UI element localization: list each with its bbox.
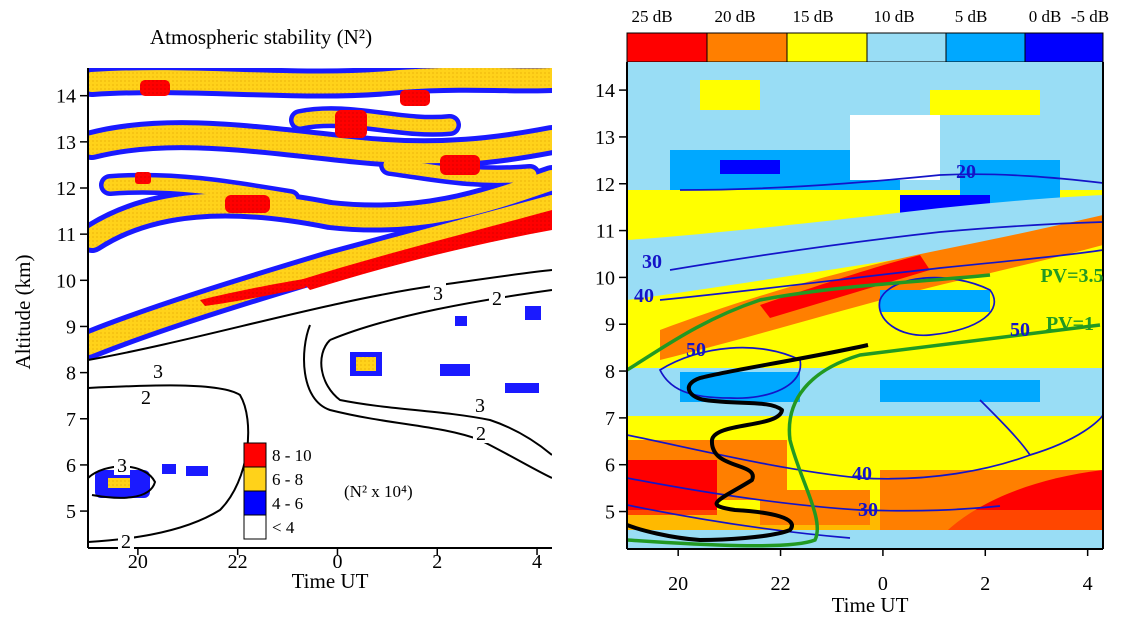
x-tick-label: 20 xyxy=(128,551,148,573)
y-tick-label: 13 xyxy=(56,132,76,154)
x-tick-label: 0 xyxy=(878,573,888,595)
y-axis-label: Altitude (km) xyxy=(11,255,35,370)
y-tick-label: 6 xyxy=(66,455,76,477)
colorbar: 25 dB 20 dB 15 dB 10 dB 5 dB 0 dB -5 dB xyxy=(626,7,1109,63)
legend-label-4-6: 4 - 6 xyxy=(272,494,303,513)
contour-label: PV=3.5 xyxy=(1040,265,1103,287)
contour-label: 40 xyxy=(852,463,872,485)
legend-units: (N² x 10⁴) xyxy=(344,482,413,501)
colorbar-labels: 25 dB 20 dB 15 dB 10 dB 5 dB 0 dB -5 dB xyxy=(631,7,1109,26)
y-tick-label: 10 xyxy=(595,267,615,289)
colorbar-label: 20 dB xyxy=(714,7,755,26)
contour-label: 50 xyxy=(686,339,706,361)
contour-label: 3 xyxy=(117,455,127,477)
right-panel: 25 dB 20 dB 15 dB 10 dB 5 dB 0 dB -5 dB xyxy=(595,7,1109,617)
contour-label: 3 xyxy=(153,361,163,383)
colorbar-swatch-3 xyxy=(866,32,947,63)
colorbar-swatch-0 xyxy=(626,32,708,63)
right-x-axis-label: Time UT xyxy=(832,593,909,617)
legend-label-lt4: < 4 xyxy=(272,518,295,537)
contour-label: 30 xyxy=(858,499,878,521)
y-tick-label: 14 xyxy=(56,86,76,108)
left-panel-title: Atmospheric stability (N²) xyxy=(150,25,372,49)
colorbar-swatch-2 xyxy=(786,32,868,63)
colorbar-swatch-4 xyxy=(945,32,1026,63)
y-tick-label: 8 xyxy=(605,361,615,383)
contour-label: 3 xyxy=(433,283,443,305)
legend-swatch-6-8 xyxy=(243,466,267,492)
y-tick-label: 11 xyxy=(57,224,76,246)
colorbar-label: 10 dB xyxy=(873,7,914,26)
legend-label-6-8: 6 - 8 xyxy=(272,470,303,489)
legend-swatch-lt4 xyxy=(243,514,267,540)
y-tick-label: 12 xyxy=(595,174,615,196)
y-tick-label: 9 xyxy=(66,316,76,338)
right-ticks: 5 6 7 8 9 10 11 12 13 14 20 22 0 2 4 xyxy=(595,80,1093,595)
contour-label: 2 xyxy=(492,288,502,310)
right-contour-labels: 20 30 40 50 50 40 30 PV=3.5 PV=1 xyxy=(634,161,1104,521)
legend-swatch-4-6 xyxy=(243,490,267,516)
colorbar-label: 15 dB xyxy=(792,7,833,26)
x-tick-label: 20 xyxy=(668,573,688,595)
contour-label: 2 xyxy=(476,423,486,445)
colorbar-label: 25 dB xyxy=(631,7,672,26)
y-tick-label: 12 xyxy=(56,178,76,200)
x-tick-label: 4 xyxy=(532,551,542,573)
y-tick-label: 5 xyxy=(66,501,76,523)
contour-label: 50 xyxy=(1010,319,1030,341)
y-tick-label: 11 xyxy=(596,221,615,243)
colorbar-label: -5 dB xyxy=(1071,7,1109,26)
left-panel: Atmospheric stability (N²) xyxy=(11,25,552,593)
y-tick-label: 5 xyxy=(605,502,615,524)
contour-label: 3 xyxy=(475,395,485,417)
x-tick-label: 2 xyxy=(432,551,442,573)
x-tick-label: 22 xyxy=(228,551,248,573)
y-tick-label: 13 xyxy=(595,127,615,149)
y-tick-label: 6 xyxy=(605,455,615,477)
contour-label: 2 xyxy=(121,531,131,553)
y-tick-label: 14 xyxy=(595,80,615,102)
x-tick-label: 0 xyxy=(332,551,342,573)
y-tick-label: 9 xyxy=(605,314,615,336)
x-tick-label: 4 xyxy=(1083,573,1093,595)
legend-swatch-8-10 xyxy=(243,442,267,468)
contour-label: 2 xyxy=(141,387,151,409)
left-stability-field xyxy=(88,68,552,548)
legend: 8 - 10 6 - 8 4 - 6 < 4 (N² x 10⁴) xyxy=(243,442,413,540)
colorbar-swatch-1 xyxy=(706,32,788,63)
contour-label: 20 xyxy=(956,161,976,183)
x-tick-label: 22 xyxy=(771,573,791,595)
y-tick-label: 7 xyxy=(66,409,76,431)
contour-label: 30 xyxy=(642,251,662,273)
y-tick-label: 10 xyxy=(56,270,76,292)
right-snr-field xyxy=(627,62,1103,549)
colorbar-swatch-5 xyxy=(1024,32,1104,63)
y-tick-label: 8 xyxy=(66,363,76,385)
colorbar-label: 5 dB xyxy=(955,7,988,26)
y-tick-label: 7 xyxy=(605,408,615,430)
contour-label: PV=1 xyxy=(1046,313,1094,335)
legend-label-8-10: 8 - 10 xyxy=(272,446,312,465)
x-tick-label: 2 xyxy=(980,573,990,595)
left-x-axis-label: Time UT xyxy=(292,569,369,593)
colorbar-label: 0 dB xyxy=(1029,7,1062,26)
contour-label: 40 xyxy=(634,285,654,307)
